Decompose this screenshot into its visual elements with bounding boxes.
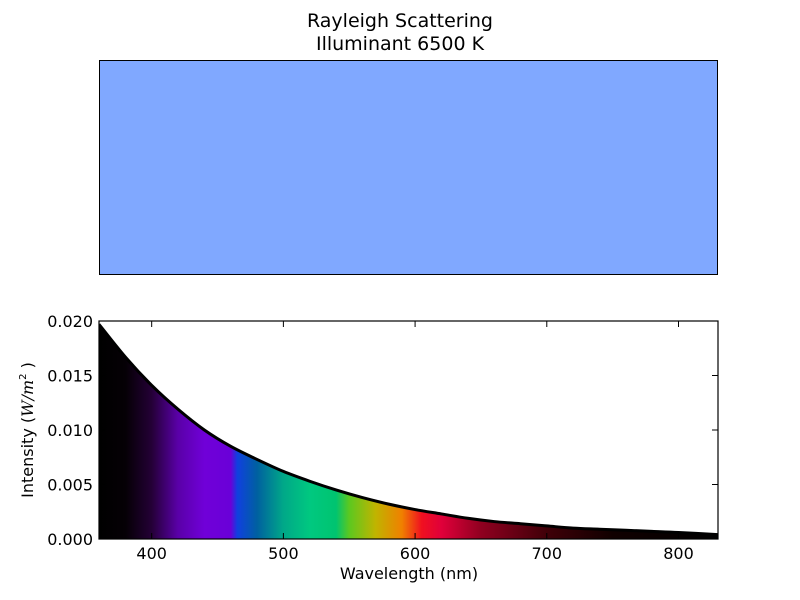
chart-title-line1: Rayleigh Scattering — [307, 10, 493, 32]
y-tick-labels: 0.000 0.005 0.010 0.015 0.020 — [47, 312, 93, 549]
y-tick-label: 0.020 — [47, 312, 93, 331]
x-tick-labels: 400 500 600 700 800 — [136, 544, 693, 563]
x-tick-label: 500 — [268, 544, 299, 563]
spectrum-area — [99, 324, 718, 539]
x-tick-label: 600 — [400, 544, 431, 563]
y-tick-label: 0.010 — [47, 421, 93, 440]
x-tick-label: 800 — [663, 544, 694, 563]
x-tick-label: 700 — [532, 544, 563, 563]
y-tick-label: 0.000 — [47, 530, 93, 549]
scattered-color-swatch — [99, 60, 718, 275]
intensity-curve — [99, 323, 718, 537]
y-axis-label: Intensity (W/m2 ) — [18, 362, 37, 498]
y-tick-label: 0.015 — [47, 367, 93, 386]
chart-title-line2: Illuminant 6500 K — [315, 33, 485, 55]
x-tick-label: 400 — [136, 544, 167, 563]
x-axis-label: Wavelength (nm) — [340, 564, 478, 583]
axis-ticks — [99, 320, 718, 540]
y-tick-label: 0.005 — [47, 476, 93, 495]
chart-title: Rayleigh Scattering Illuminant 6500 K — [0, 10, 800, 56]
